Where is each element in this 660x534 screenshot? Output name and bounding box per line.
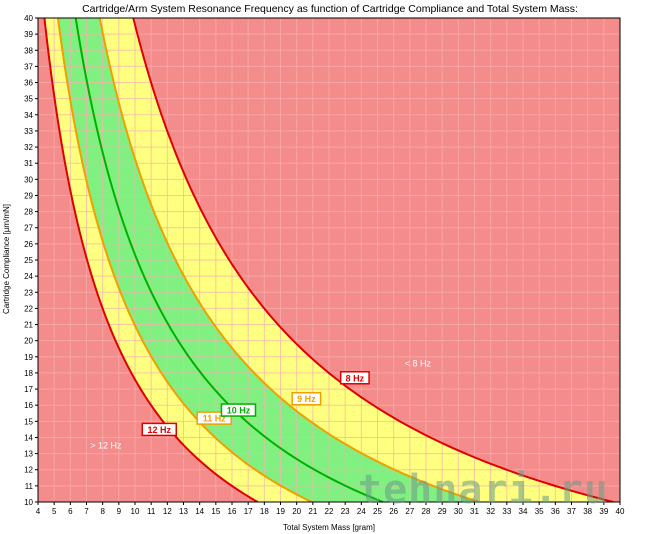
- x-tick-label: 19: [276, 507, 285, 516]
- x-tick-label: 31: [470, 507, 479, 516]
- y-tick-label: 31: [24, 159, 33, 168]
- y-tick-label: 18: [24, 369, 33, 378]
- annotation-text: 10 Hz: [227, 406, 251, 416]
- watermark-text: tehnari.ru: [358, 467, 609, 513]
- x-axis-label: Total System Mass [gram]: [283, 523, 375, 532]
- x-tick-label: 8: [100, 507, 105, 516]
- y-tick-label: 16: [24, 401, 33, 410]
- x-tick-label: 4: [36, 507, 41, 516]
- y-tick-label: 23: [24, 288, 33, 297]
- y-axis-label: Cartridge Compliance [µm/mN]: [2, 204, 11, 314]
- y-tick-label: 22: [24, 304, 33, 313]
- y-tick-label: 11: [25, 482, 34, 491]
- x-tick-label: 22: [325, 507, 334, 516]
- y-tick-label: 29: [24, 191, 33, 200]
- x-tick-label: 24: [357, 507, 366, 516]
- y-tick-label: 39: [24, 30, 33, 39]
- annotation-text: 12 Hz: [147, 425, 171, 435]
- annotation-10-hz: 10 Hz: [220, 403, 257, 417]
- annotation-8-hz: 8 Hz: [339, 371, 370, 385]
- y-tick-label: 12: [24, 466, 33, 475]
- x-tick-label: 37: [567, 507, 576, 516]
- x-tick-label: 23: [341, 507, 350, 516]
- y-tick-label: 17: [24, 385, 33, 394]
- annotation-text: < 8 Hz: [405, 358, 432, 368]
- annotation-box: [291, 391, 322, 406]
- y-tick-label: 37: [24, 62, 33, 71]
- x-tick-label: 32: [486, 507, 495, 516]
- y-tick-label: 40: [24, 14, 33, 23]
- frequency-curves: [43, 18, 614, 502]
- annotation-text: 9 Hz: [297, 394, 316, 404]
- y-tick-label: 20: [24, 337, 33, 346]
- x-tick-label: 27: [405, 507, 414, 516]
- x-axis-ticks: 4 5 6 7 8 9 10 11 12 13 14 15 16 17 18 19 20 21 22 23 24 25 26…: [36, 502, 625, 516]
- annotation-9-hz: 9 Hz: [291, 391, 322, 406]
- y-axis-ticks: 10 11 12 13 14 15 16 17 18 19 20 21 22 23 24 25 26 27 28 29…: [24, 14, 38, 507]
- x-tick-label: 15: [211, 507, 220, 516]
- x-tick-label: 11: [147, 507, 156, 516]
- x-tick-label: 28: [422, 507, 431, 516]
- curve-9hz: [98, 18, 480, 502]
- curve-12hz: [43, 18, 259, 502]
- y-tick-label: 19: [24, 353, 33, 362]
- x-tick-label: 39: [599, 507, 608, 516]
- y-tick-label: 30: [24, 175, 33, 184]
- x-tick-label: 30: [454, 507, 463, 516]
- annotation-text: 8 Hz: [346, 373, 365, 383]
- y-tick-label: 26: [24, 240, 33, 249]
- x-tick-label: 18: [260, 507, 269, 516]
- x-tick-label: 25: [373, 507, 382, 516]
- annotation--12-hz: > 12 Hz: [90, 441, 122, 451]
- curve-8hz: [132, 18, 614, 502]
- x-tick-label: 20: [292, 507, 301, 516]
- x-tick-label: 36: [551, 507, 560, 516]
- y-tick-label: 33: [24, 127, 33, 136]
- annotation-12-hz: 12 Hz: [141, 422, 177, 437]
- x-tick-label: 10: [131, 507, 140, 516]
- x-tick-label: 33: [502, 507, 511, 516]
- x-tick-label: 16: [228, 507, 237, 516]
- y-tick-label: 13: [24, 450, 33, 459]
- x-tick-label: 13: [179, 507, 188, 516]
- annotation-box: [220, 403, 257, 417]
- x-tick-label: 38: [583, 507, 592, 516]
- y-tick-label: 25: [24, 256, 33, 265]
- y-tick-label: 36: [24, 79, 33, 88]
- y-tick-label: 10: [24, 498, 33, 507]
- y-tick-label: 35: [24, 95, 33, 104]
- x-tick-label: 34: [519, 507, 528, 516]
- x-tick-label: 40: [616, 507, 625, 516]
- x-tick-label: 35: [535, 507, 544, 516]
- y-tick-label: 27: [24, 224, 33, 233]
- annotation-box: [339, 371, 370, 385]
- y-tick-label: 24: [24, 272, 33, 281]
- curve-10hz: [74, 18, 384, 502]
- annotation-box: [141, 422, 177, 437]
- annotation-text: 11 Hz: [203, 414, 227, 424]
- y-tick-label: 32: [24, 143, 33, 152]
- x-tick-label: 5: [52, 507, 57, 516]
- y-tick-label: 21: [24, 321, 33, 330]
- y-tick-label: 38: [24, 46, 33, 55]
- y-tick-label: 15: [24, 417, 33, 426]
- x-tick-label: 12: [163, 507, 172, 516]
- x-tick-label: 26: [389, 507, 398, 516]
- x-tick-label: 14: [195, 507, 204, 516]
- annotation-text: > 12 Hz: [90, 441, 122, 451]
- x-tick-label: 29: [438, 507, 447, 516]
- x-tick-label: 9: [117, 507, 122, 516]
- x-tick-label: 6: [68, 507, 73, 516]
- annotation--8-hz: < 8 Hz: [405, 358, 432, 368]
- x-tick-label: 7: [84, 507, 89, 516]
- y-tick-label: 28: [24, 208, 33, 217]
- y-tick-label: 14: [24, 433, 33, 442]
- x-tick-label: 21: [308, 507, 317, 516]
- y-tick-label: 34: [24, 111, 33, 120]
- chart-title: Cartridge/Arm System Resonance Frequency…: [82, 3, 578, 15]
- x-tick-label: 17: [244, 507, 253, 516]
